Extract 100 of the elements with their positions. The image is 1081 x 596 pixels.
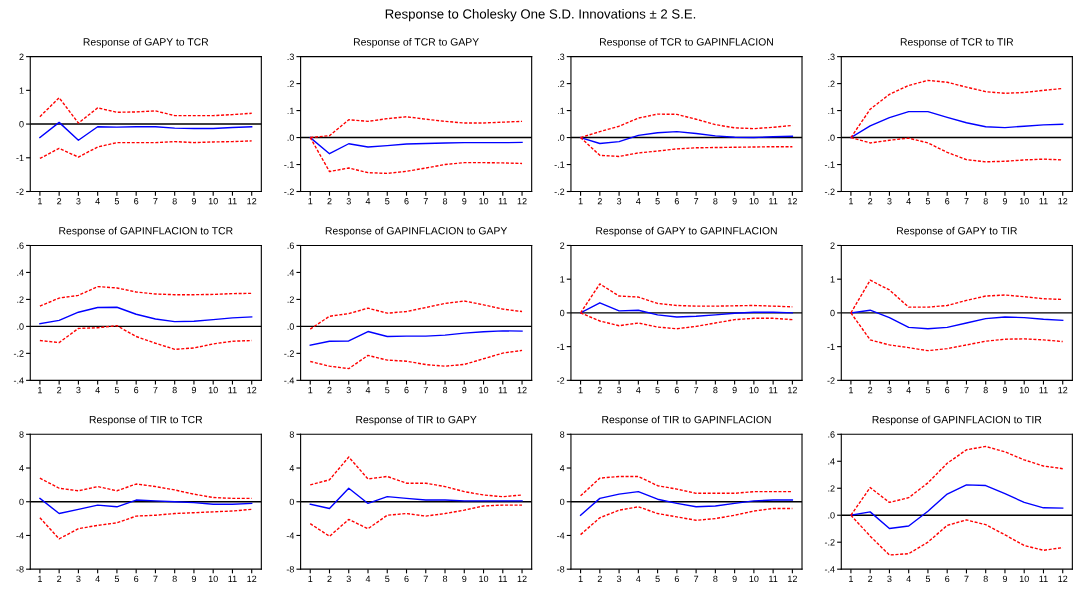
text: Response to Cholesky One S.D. Innovations ± 2 S.E.: [385, 8, 696, 22]
y-tick-label: .3: [828, 53, 835, 60]
y-tick-label: -.2: [284, 188, 294, 195]
x-tick-label: 9: [462, 197, 467, 205]
x-tick-label: 10: [749, 197, 759, 205]
x-tick-label: 5: [655, 386, 660, 394]
x-tick-label: 6: [404, 386, 409, 394]
y-tick-label: -.1: [284, 161, 294, 168]
x-tick-label: 2: [868, 197, 873, 205]
x-tick-label: 11: [1039, 575, 1048, 582]
x-tick-label: 9: [191, 575, 197, 583]
x-tick-label: 7: [964, 198, 969, 205]
x-tick-label: 2: [868, 386, 873, 394]
chart-title: Response of TIR to TCR: [89, 415, 203, 426]
x-tick-label: 2: [57, 575, 62, 582]
y-tick-label: -.1: [554, 161, 565, 168]
x-tick-label: 11: [769, 198, 778, 205]
x-tick-label: 1: [38, 386, 42, 394]
x-tick-label: 6: [404, 197, 409, 205]
x-tick-label: 11: [228, 575, 237, 582]
x-tick-label: 4: [365, 198, 371, 205]
x-tick-label: 1: [849, 575, 853, 582]
x-tick-label: 10: [479, 197, 489, 205]
x-tick-label: 1: [38, 575, 42, 582]
chart-title: Response of GAPINFLACION to TCR: [59, 226, 233, 237]
y-tick-label: -.2: [824, 539, 835, 546]
y-tick-label: .2: [287, 296, 294, 303]
x-tick-label: 3: [616, 386, 622, 394]
x-tick-label: 7: [153, 386, 158, 394]
x-tick-label: 7: [694, 575, 699, 582]
x-tick-label: 12: [517, 197, 527, 205]
x-tick-label: 1: [38, 198, 42, 205]
y-tick-label: 8: [19, 431, 24, 438]
x-tick-label: 10: [479, 575, 489, 583]
x-tick-label: 1: [578, 386, 583, 394]
x-tick-label: 9: [462, 386, 467, 394]
y-tick-label: 8: [289, 431, 294, 438]
y-tick-label: 0: [289, 498, 295, 506]
y-tick-label: .2: [828, 80, 835, 87]
x-tick-label: 9: [1002, 575, 1008, 583]
x-tick-label: 12: [1058, 575, 1068, 582]
x-tick-label: 3: [346, 386, 351, 394]
x-tick-label: 11: [228, 386, 237, 394]
y-tick-label: 4: [289, 465, 295, 472]
y-tick-label: 1: [560, 276, 565, 283]
x-tick-label: 4: [906, 386, 911, 394]
x-tick-label: 7: [423, 198, 428, 205]
y-tick-label: -1: [557, 343, 565, 350]
x-tick-label: 3: [76, 386, 81, 394]
x-tick-label: 2: [327, 197, 332, 205]
x-tick-label: 12: [247, 575, 257, 582]
x-tick-label: 5: [114, 198, 120, 205]
x-tick-label: 9: [732, 197, 737, 205]
x-tick-label: 9: [191, 197, 197, 205]
y-tick-label: -8: [557, 566, 565, 573]
x-tick-label: 10: [1019, 197, 1029, 205]
y-tick-label: 4: [19, 465, 24, 472]
y-tick-label: .3: [287, 53, 294, 60]
y-tick-label: 1: [19, 87, 24, 94]
x-tick-label: 10: [479, 386, 489, 394]
y-tick-label: .4: [287, 269, 295, 276]
x-tick-label: 12: [1058, 197, 1068, 205]
x-tick-label: 5: [655, 575, 660, 583]
chart-title: Response of TCR to GAPINFLACION: [600, 37, 773, 48]
x-tick-label: 1: [578, 198, 583, 205]
y-tick-label: 2: [830, 242, 835, 249]
x-tick-label: 12: [247, 386, 257, 394]
y-tick-label: .0: [287, 134, 295, 141]
y-tick-label: 0: [19, 498, 24, 506]
x-tick-label: 3: [346, 197, 351, 205]
y-tick-label: 0: [560, 498, 565, 506]
x-tick-label: 12: [788, 575, 797, 582]
x-tick-label: 6: [674, 575, 679, 583]
y-tick-label: .2: [287, 80, 294, 87]
chart-title: Response of GAPINFLACION to TIR: [872, 415, 1042, 426]
x-tick-label: 6: [674, 386, 679, 394]
x-tick-label: 8: [172, 575, 177, 583]
x-tick-label: 12: [517, 575, 527, 582]
x-tick-label: 3: [616, 575, 622, 583]
x-tick-label: 6: [404, 575, 409, 583]
x-tick-label: 6: [134, 386, 139, 394]
x-tick-label: 8: [442, 575, 448, 583]
x-tick-label: 11: [769, 386, 778, 394]
y-tick-label: .4: [828, 458, 835, 465]
x-tick-label: 7: [694, 386, 699, 394]
chart-title: Response of GAPY to GAPINFLACION: [596, 226, 777, 237]
x-tick-label: 8: [172, 197, 177, 205]
y-tick-label: -4: [557, 532, 565, 539]
x-tick-label: 11: [498, 575, 508, 582]
y-tick-label: -8: [16, 566, 24, 573]
x-tick-label: 7: [153, 198, 158, 205]
y-tick-label: .1: [828, 107, 835, 114]
y-tick-label: .0: [287, 323, 295, 330]
x-tick-label: 3: [887, 386, 892, 394]
x-tick-label: 1: [849, 386, 853, 394]
x-tick-label: 9: [191, 386, 197, 394]
x-tick-label: 10: [1019, 386, 1029, 394]
x-tick-label: 4: [636, 198, 641, 205]
y-tick-label: .1: [287, 107, 294, 114]
y-tick-label: -2: [16, 188, 24, 195]
